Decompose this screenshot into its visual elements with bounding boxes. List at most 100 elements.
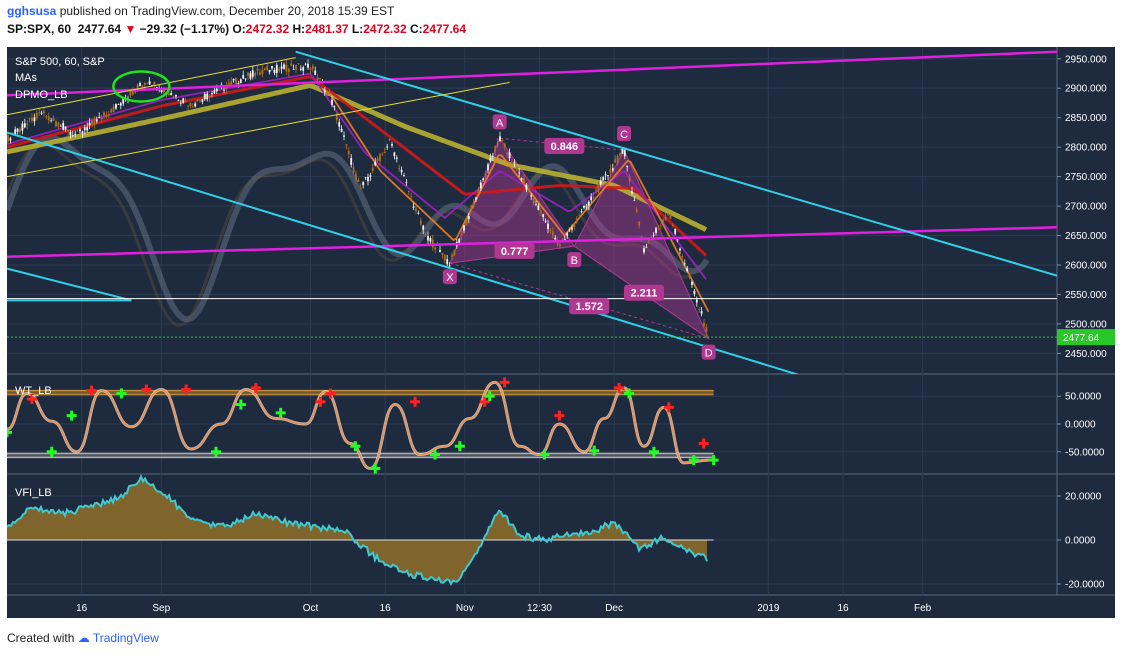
price-axis-label: 2500.000 [1065, 319, 1107, 330]
candle-body [103, 112, 105, 116]
candle-body [463, 225, 465, 231]
pattern-point-d: D [705, 348, 713, 360]
candle-body [57, 122, 60, 127]
candle-body [45, 116, 48, 118]
candle-body [275, 64, 278, 73]
candle-body [227, 82, 230, 85]
candle-body [683, 263, 686, 265]
close-label: C: [409, 22, 423, 36]
candle-body [671, 225, 674, 226]
candle-body [266, 66, 269, 71]
buy-signal-icon-v [7, 427, 9, 438]
ratio-box [569, 298, 610, 315]
candle-body [254, 73, 257, 76]
candle-body [40, 112, 43, 114]
candle-body [134, 90, 137, 93]
tradingview-logo-icon[interactable]: ☁ [77, 631, 90, 645]
candle-body [355, 173, 357, 180]
candle-body [268, 70, 271, 73]
candle-body [451, 254, 453, 258]
vfi-pane[interactable] [7, 474, 714, 586]
legend-symbol[interactable]: S&P 500, 60, S&P [15, 56, 105, 68]
legend-vfi[interactable]: VFI_LB [15, 487, 52, 499]
candle-body [621, 148, 624, 154]
candle-body [129, 91, 132, 96]
candle-body [167, 93, 170, 95]
trend-line [7, 267, 132, 302]
candle-body [184, 100, 187, 103]
candle-body [585, 205, 588, 207]
close-value: 2477.64 [422, 22, 467, 36]
vfi-line [7, 474, 708, 586]
legend-wt[interactable]: WT_LB [15, 385, 52, 397]
candle-body [655, 228, 657, 233]
candle-body [633, 200, 636, 202]
low-label: L: [351, 22, 364, 36]
candle-body [83, 127, 86, 131]
candle-body [446, 259, 449, 265]
wt-pane[interactable] [2, 377, 719, 474]
candle-body [88, 122, 91, 126]
candle-body [278, 68, 281, 71]
candle-body [95, 119, 98, 122]
candle-body [345, 144, 348, 146]
candle-body [299, 68, 302, 71]
time-axis-label: 2019 [757, 603, 780, 614]
candle-body [398, 168, 401, 170]
candle-body [419, 220, 422, 225]
candle-body [326, 91, 329, 93]
candle-body [304, 63, 307, 65]
candle-body [691, 281, 693, 285]
candle-body [338, 122, 341, 127]
candle-body [559, 244, 561, 246]
candle-body [501, 140, 504, 141]
candle-body [319, 78, 321, 79]
candle-body [170, 92, 173, 96]
candle-body [681, 256, 684, 257]
candle-body [239, 79, 242, 84]
buy-signal-icon-v [458, 441, 462, 452]
candle-body [386, 146, 389, 148]
low-value: 2472.32 [363, 22, 407, 36]
candle-body [367, 176, 369, 182]
candle-body [674, 228, 677, 235]
legend-dpmo[interactable]: DPMO_LB [15, 89, 68, 101]
legend-mas[interactable]: MAs [15, 72, 38, 84]
candle-body [628, 176, 631, 182]
buy-signal-icon-v [214, 446, 218, 457]
candle-body [695, 299, 698, 303]
candle-body [203, 93, 206, 100]
candle-body [136, 84, 139, 92]
candle-body [292, 69, 295, 70]
tradingview-link[interactable]: TradingView [92, 631, 159, 645]
dpmo-signal-line [7, 142, 701, 327]
sell-signal-icon-v [328, 388, 332, 399]
candle-body [395, 157, 398, 159]
candle-body [223, 89, 225, 91]
candle-body [544, 220, 547, 222]
ratio-label: 2.211 [631, 288, 658, 300]
candle-body [667, 213, 669, 215]
candle-body [383, 152, 386, 153]
candle-body [412, 206, 415, 208]
candle-body [273, 70, 276, 74]
buy-signal-icon-v [279, 407, 283, 418]
sell-signal-icon-v [702, 438, 706, 449]
candle-body [599, 180, 602, 185]
candle-body [340, 128, 343, 133]
candle-body [511, 162, 513, 164]
candle-body [484, 172, 487, 176]
trend-line [7, 57, 296, 116]
candle-body [400, 169, 403, 173]
candle-body [525, 184, 528, 190]
vfi-axis-label: 0.0000 [1065, 536, 1096, 547]
candle-body [422, 225, 425, 230]
wt-axis-label: 0.0000 [1065, 420, 1096, 431]
candle-body [314, 70, 317, 76]
author-name[interactable]: gghsusa [7, 4, 57, 18]
price-pane[interactable]: X A B C D 0.846 0.777 1.572 2.211 [0, 50, 1057, 380]
candle-body [679, 248, 681, 251]
candle-body [693, 290, 696, 294]
open-value: 2472.32 [245, 22, 290, 36]
